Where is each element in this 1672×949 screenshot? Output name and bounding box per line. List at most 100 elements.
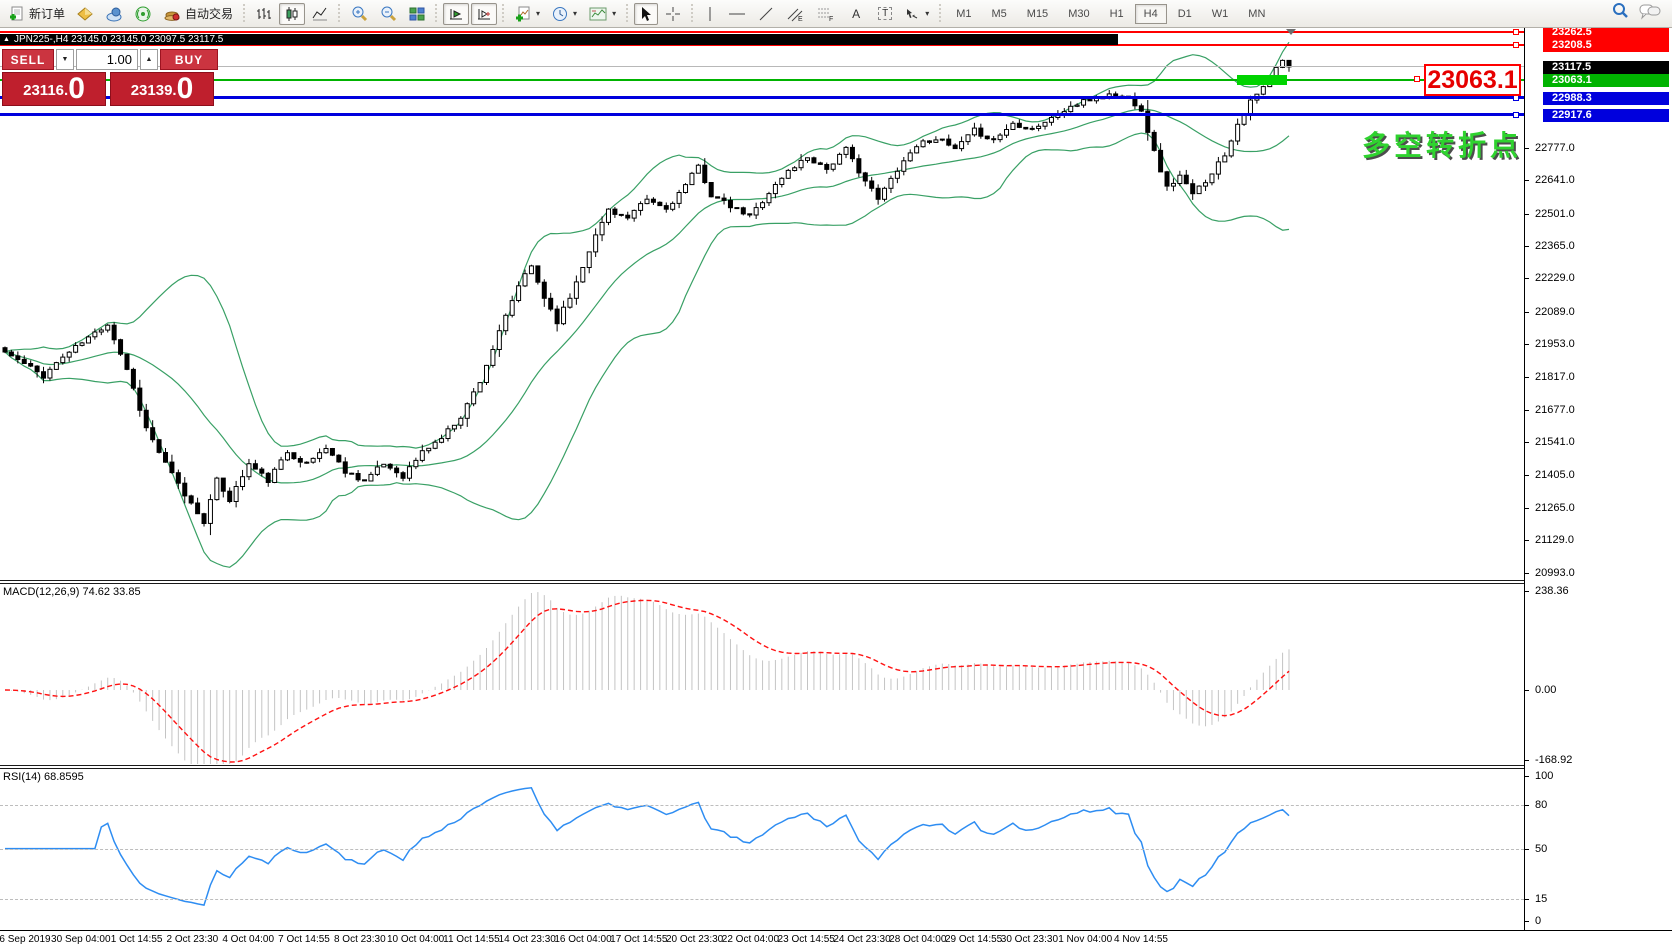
collapse-arrow-icon[interactable]: ▲ [3, 36, 10, 43]
rsi-tick: 15 [1525, 893, 1672, 905]
signal-button[interactable] [130, 3, 157, 25]
timeframe-button-h4[interactable]: H4 [1134, 3, 1167, 24]
auto-scroll-button[interactable] [471, 2, 498, 25]
fibonacci-button[interactable]: F [811, 3, 839, 25]
volume-decrease-button[interactable]: ▼ [56, 49, 74, 70]
zoom-in-button[interactable] [346, 3, 373, 25]
date-axis[interactable]: 6 Sep 2019 30 Sep 04:00 1 Oct 14:55 2 Oct 2… [0, 930, 1672, 949]
search-icon[interactable] [1611, 2, 1629, 25]
highlighted-zone[interactable] [1237, 74, 1287, 85]
new-order-button[interactable]: 新订单 [4, 2, 70, 25]
trade-controls-row: SELL ▼ 1.00 ▲ BUY [2, 49, 218, 70]
horizontal-price-line[interactable] [0, 96, 1524, 100]
tile-windows-icon [409, 6, 425, 22]
macd-pane[interactable] [0, 584, 1524, 765]
price-line-label: 23208.5 [1543, 39, 1669, 53]
candle-body [1158, 149, 1164, 173]
candle-body [779, 177, 785, 186]
auto-trading-button[interactable]: 自动交易 [159, 2, 238, 25]
callout-connector[interactable] [1414, 76, 1420, 82]
timeframe-button-w1[interactable]: W1 [1211, 7, 1229, 20]
price-line-label: 22917.6 [1543, 108, 1669, 122]
line-chart-button[interactable] [307, 3, 333, 25]
line-anchor-square[interactable] [1513, 111, 1519, 118]
line-anchor-square[interactable] [1513, 42, 1519, 49]
buy-button[interactable]: BUY [160, 49, 218, 70]
date-tick-label: 16 Oct 04:00 [554, 934, 612, 945]
indicators-button[interactable]: ▾ [510, 3, 545, 25]
price-tick: 21265.0 [1525, 502, 1672, 514]
rsi-tick: 100 [1525, 770, 1672, 782]
candlestick-chart-button[interactable] [279, 2, 306, 25]
arrows-button[interactable]: ▾ [899, 3, 934, 25]
candle-body [625, 214, 631, 219]
candle-body [670, 202, 676, 210]
community-button[interactable] [101, 3, 128, 25]
timeframe-button-m5[interactable]: M5 [991, 7, 1007, 20]
timeframe-button-m30[interactable]: M30 [1068, 7, 1090, 20]
horizontal-price-line[interactable] [0, 31, 1524, 34]
candle-body [458, 417, 464, 426]
candle-body [1228, 140, 1234, 157]
candle-body [163, 452, 168, 463]
candle-body [28, 363, 34, 367]
candle-body [47, 368, 53, 379]
tile-windows-button[interactable] [404, 3, 430, 25]
candle-body [1004, 129, 1010, 136]
candle-body [837, 153, 843, 165]
timeframe-button-m15[interactable]: M15 [1026, 7, 1049, 20]
candle-body [593, 234, 599, 253]
horizontal-price-line[interactable] [0, 78, 1524, 81]
vertical-line-button[interactable] [699, 3, 721, 25]
chevron-down-icon: ▾ [612, 9, 617, 18]
main-chart[interactable] [0, 28, 1524, 580]
sell-price-display[interactable]: 23116. 0 [2, 72, 106, 106]
sell-button[interactable]: SELL [2, 49, 54, 70]
crosshair-button[interactable] [660, 3, 686, 25]
periods-button[interactable]: ▾ [547, 3, 582, 25]
trendline-button[interactable] [753, 3, 779, 25]
date-tick-label: 28 Oct 04:00 [889, 934, 947, 945]
text-button[interactable]: A [841, 2, 871, 26]
candle-body [175, 472, 181, 484]
line-anchor-square[interactable] [1513, 29, 1519, 36]
price-axis[interactable]: 23262.5 23208.5 23117.5 23063.1 22988.3 22917… [1524, 26, 1672, 930]
candle-body [1203, 182, 1209, 187]
volume-input[interactable]: 1.00 [76, 49, 138, 70]
shift-end-button[interactable] [443, 2, 470, 25]
candle-body [785, 169, 791, 179]
chat-icon[interactable] [1639, 2, 1661, 25]
bar-chart-button[interactable] [251, 3, 277, 25]
timeframe-button-d1[interactable]: D1 [1177, 7, 1192, 20]
rsi-tick: 50 [1525, 843, 1672, 855]
candle-body [991, 138, 997, 141]
chevron-down-icon: ▾ [573, 9, 578, 18]
zoom-out-button[interactable] [375, 3, 402, 25]
timeframe-button-h1[interactable]: H1 [1109, 7, 1124, 20]
toolbar-separator [937, 3, 945, 24]
current-price-line[interactable] [0, 66, 1524, 68]
pane-splitter[interactable] [0, 580, 1672, 584]
candle-body [265, 472, 271, 483]
candle-body [252, 463, 258, 470]
price-tick: 21677.0 [1525, 404, 1672, 416]
volume-increase-button[interactable]: ▲ [140, 49, 158, 70]
buy-price-display[interactable]: 23139. 0 [110, 72, 214, 106]
candle-body [702, 164, 708, 183]
chinese-annotation[interactable]: 多空转折点 [1362, 130, 1523, 161]
timeframe-button-m1[interactable]: M1 [956, 7, 972, 20]
channel-button[interactable]: E [781, 3, 809, 25]
gold-button[interactable] [72, 3, 99, 25]
date-tick-label: 30 Sep 04:00 [51, 934, 111, 945]
price-callout-box[interactable]: 23063.1 [1424, 64, 1521, 96]
templates-button[interactable]: ▾ [584, 3, 621, 25]
timeframe-button-mn[interactable]: MN [1248, 7, 1266, 20]
horizontal-price-line[interactable] [0, 44, 1524, 47]
horizontal-line-button[interactable] [723, 3, 751, 25]
candle-body [137, 387, 143, 411]
horizontal-price-line[interactable] [0, 113, 1524, 117]
candle-body [605, 208, 611, 223]
label-button[interactable]: T [873, 4, 897, 23]
pane-splitter[interactable] [0, 765, 1672, 769]
cursor-button[interactable] [634, 2, 659, 25]
